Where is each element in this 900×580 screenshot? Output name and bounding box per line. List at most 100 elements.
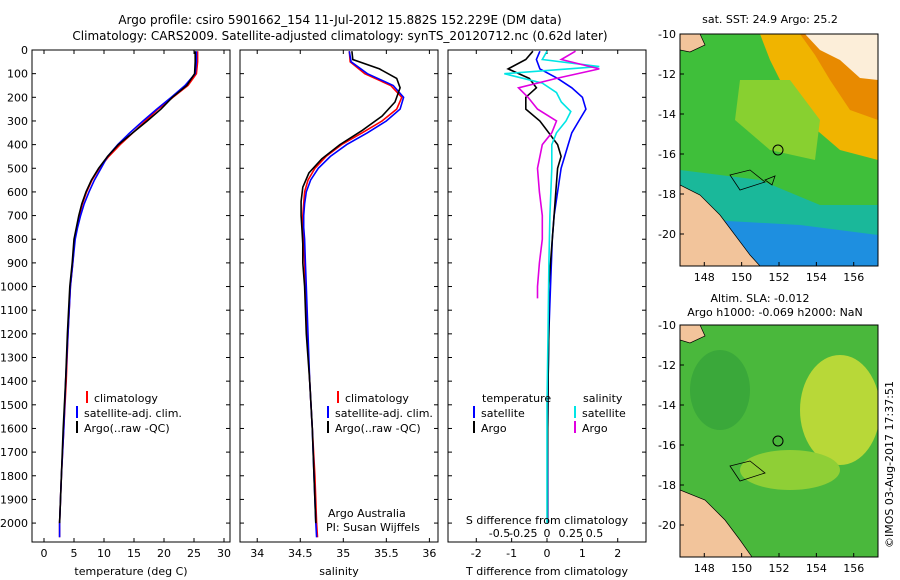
legend-label-satellite: satellite-adj. clim. (84, 407, 182, 420)
legend-label-climatology: climatology (345, 392, 409, 405)
depth-tick-label: 2000 (0, 517, 28, 530)
sst-reef-outline (729, 169, 776, 191)
depth-tick-label: 1400 (0, 375, 28, 388)
map-y-tick-label: -16 (658, 148, 676, 161)
depth-tick-label: 1700 (0, 446, 28, 459)
depth-tick-label: 1900 (0, 493, 28, 506)
map-x-tick-label: 150 (731, 271, 752, 284)
sst-map-ticks: 148 150 152 154 156 -10 -12 -14 -16 -18 -20 (658, 28, 864, 284)
map-x-tick-label: 156 (843, 271, 864, 284)
map-x-tick-label: 152 (769, 271, 790, 284)
sst-cold-region (710, 220, 878, 266)
x-tick-label: -2 (471, 547, 482, 560)
sla-map-title-line1: Altim. SLA: -0.012 (710, 292, 809, 305)
temperature-xlabel: temperature (deg C) (74, 565, 187, 578)
series-line-salinity-argo (516, 50, 600, 299)
map-x-tick-label: 150 (731, 562, 752, 575)
depth-tick-label: 300 (7, 115, 28, 128)
x-tick-label: 34 (250, 547, 264, 560)
depth-tick-label: 400 (7, 139, 28, 152)
x-tick-label: 20 (157, 547, 171, 560)
depth-tick-label: 1200 (0, 328, 28, 341)
depth-tick-label: 1500 (0, 399, 28, 412)
sst-cloud-mask (805, 34, 878, 80)
depth-tick-label: 100 (7, 68, 28, 81)
depth-tick-label: 800 (7, 233, 28, 246)
legend-label-t-argo: Argo (481, 422, 507, 435)
salinity-xlabel: salinity (319, 565, 359, 578)
legend-label-argo: Argo(..raw -QC) (335, 422, 421, 435)
sst-argo-marker (772, 144, 784, 156)
sla-reef-outline (729, 460, 766, 482)
temperature-legend: climatology satellite-adj. clim. Argo(..… (76, 391, 182, 435)
difference-xlabel-top: S difference from climatology (466, 514, 629, 527)
map-y-tick-label: -18 (658, 479, 676, 492)
depth-axis: 0 100 200 300 400 500 600 700 800 900 1000 1100 1200… (0, 44, 28, 530)
sst-land-north (680, 34, 706, 53)
map-x-tick-label: 148 (694, 271, 715, 284)
x-tick-label: 30 (217, 547, 231, 560)
s-tick-label: -0.5 (489, 527, 510, 540)
map-y-tick-label: -10 (658, 319, 676, 332)
x-tick-label: 25 (187, 547, 201, 560)
x-tick-label: 34.5 (288, 547, 313, 560)
sst-map: 148 150 152 154 156 -10 -12 -14 -16 -18 -20 (658, 28, 879, 284)
depth-tick-label: 500 (7, 162, 28, 175)
s-tick-label: 0.25 (559, 527, 584, 540)
x-tick-label: 5 (71, 547, 78, 560)
depth-tick-label: 1300 (0, 352, 28, 365)
map-y-tick-label: -20 (658, 228, 676, 241)
x-tick-label: 10 (97, 547, 111, 560)
depth-tick-label: 1800 (0, 470, 28, 483)
sla-argo-marker (772, 435, 784, 447)
sst-map-title: sat. SST: 24.9 Argo: 25.2 (702, 13, 838, 26)
temperature-panel: 0 5 10 15 20 25 30 (32, 49, 231, 560)
depth-tick-label: 1100 (0, 304, 28, 317)
series-line-salinity-satellite (504, 50, 600, 524)
salinity-panel-frame (239, 49, 439, 543)
sla-mid-region (740, 450, 840, 490)
depth-tick-label: 700 (7, 210, 28, 223)
annotation-argo-australia: Argo Australia (328, 507, 406, 520)
x-tick-label: 36 (422, 547, 436, 560)
map-y-tick-label: -12 (658, 68, 676, 81)
map-x-tick-label: 156 (843, 562, 864, 575)
sst-mid-region (735, 80, 820, 160)
depth-tick-label: 1000 (0, 281, 28, 294)
legend-header-salinity: salinity (583, 392, 623, 405)
legend-header-temperature: temperature (482, 392, 551, 405)
sla-land-north (680, 325, 706, 344)
figure-title-line2: Climatology: CARS2009. Satellite-adjuste… (72, 29, 607, 43)
depth-tick-label: 200 (7, 91, 28, 104)
x-tick-label: 0 (544, 547, 551, 560)
legend-label-satellite: satellite-adj. clim. (335, 407, 433, 420)
depth-tick-label: 600 (7, 186, 28, 199)
map-y-tick-label: -12 (658, 359, 676, 372)
map-y-tick-label: -10 (658, 28, 676, 41)
difference-legend: temperature salinity satellite Argo sate… (473, 392, 626, 435)
legend-label-s-argo: Argo (582, 422, 608, 435)
difference-panel: -2 -1 0 1 2 -0.5-0.25 0 0.25 0.5 (448, 49, 646, 560)
map-x-tick-label: 154 (806, 562, 827, 575)
map-y-tick-label: -14 (658, 108, 676, 121)
s-tick-label: -0.25 (509, 527, 537, 540)
map-x-tick-label: 148 (694, 562, 715, 575)
sla-map: 148 150 152 154 156 -10 -12 -14 -16 -18 -20 (658, 319, 879, 575)
sla-land (680, 489, 753, 557)
sla-map-title-line2: Argo h1000: -0.069 h2000: NaN (687, 306, 863, 319)
timestamp-label: ©IMOS 03-Aug-2017 17:37:51 (883, 381, 896, 548)
sst-land (680, 184, 761, 266)
map-x-tick-label: 152 (769, 562, 790, 575)
map-y-tick-label: -14 (658, 399, 676, 412)
x-tick-label: 35.5 (374, 547, 399, 560)
x-tick-label: 35 (336, 547, 350, 560)
legend-label-t-satellite: satellite (481, 407, 525, 420)
series-line-argo-raw-qc- (58, 51, 196, 524)
figure-title-line1: Argo profile: csiro 5901662_154 11-Jul-2… (118, 13, 561, 27)
salinity-legend: climatology satellite-adj. clim. Argo(..… (326, 391, 433, 534)
sla-low-region (690, 350, 750, 430)
depth-tick-label: 0 (21, 44, 28, 57)
difference-xlabel: T difference from climatology (465, 565, 628, 578)
map-y-tick-label: -20 (658, 519, 676, 532)
